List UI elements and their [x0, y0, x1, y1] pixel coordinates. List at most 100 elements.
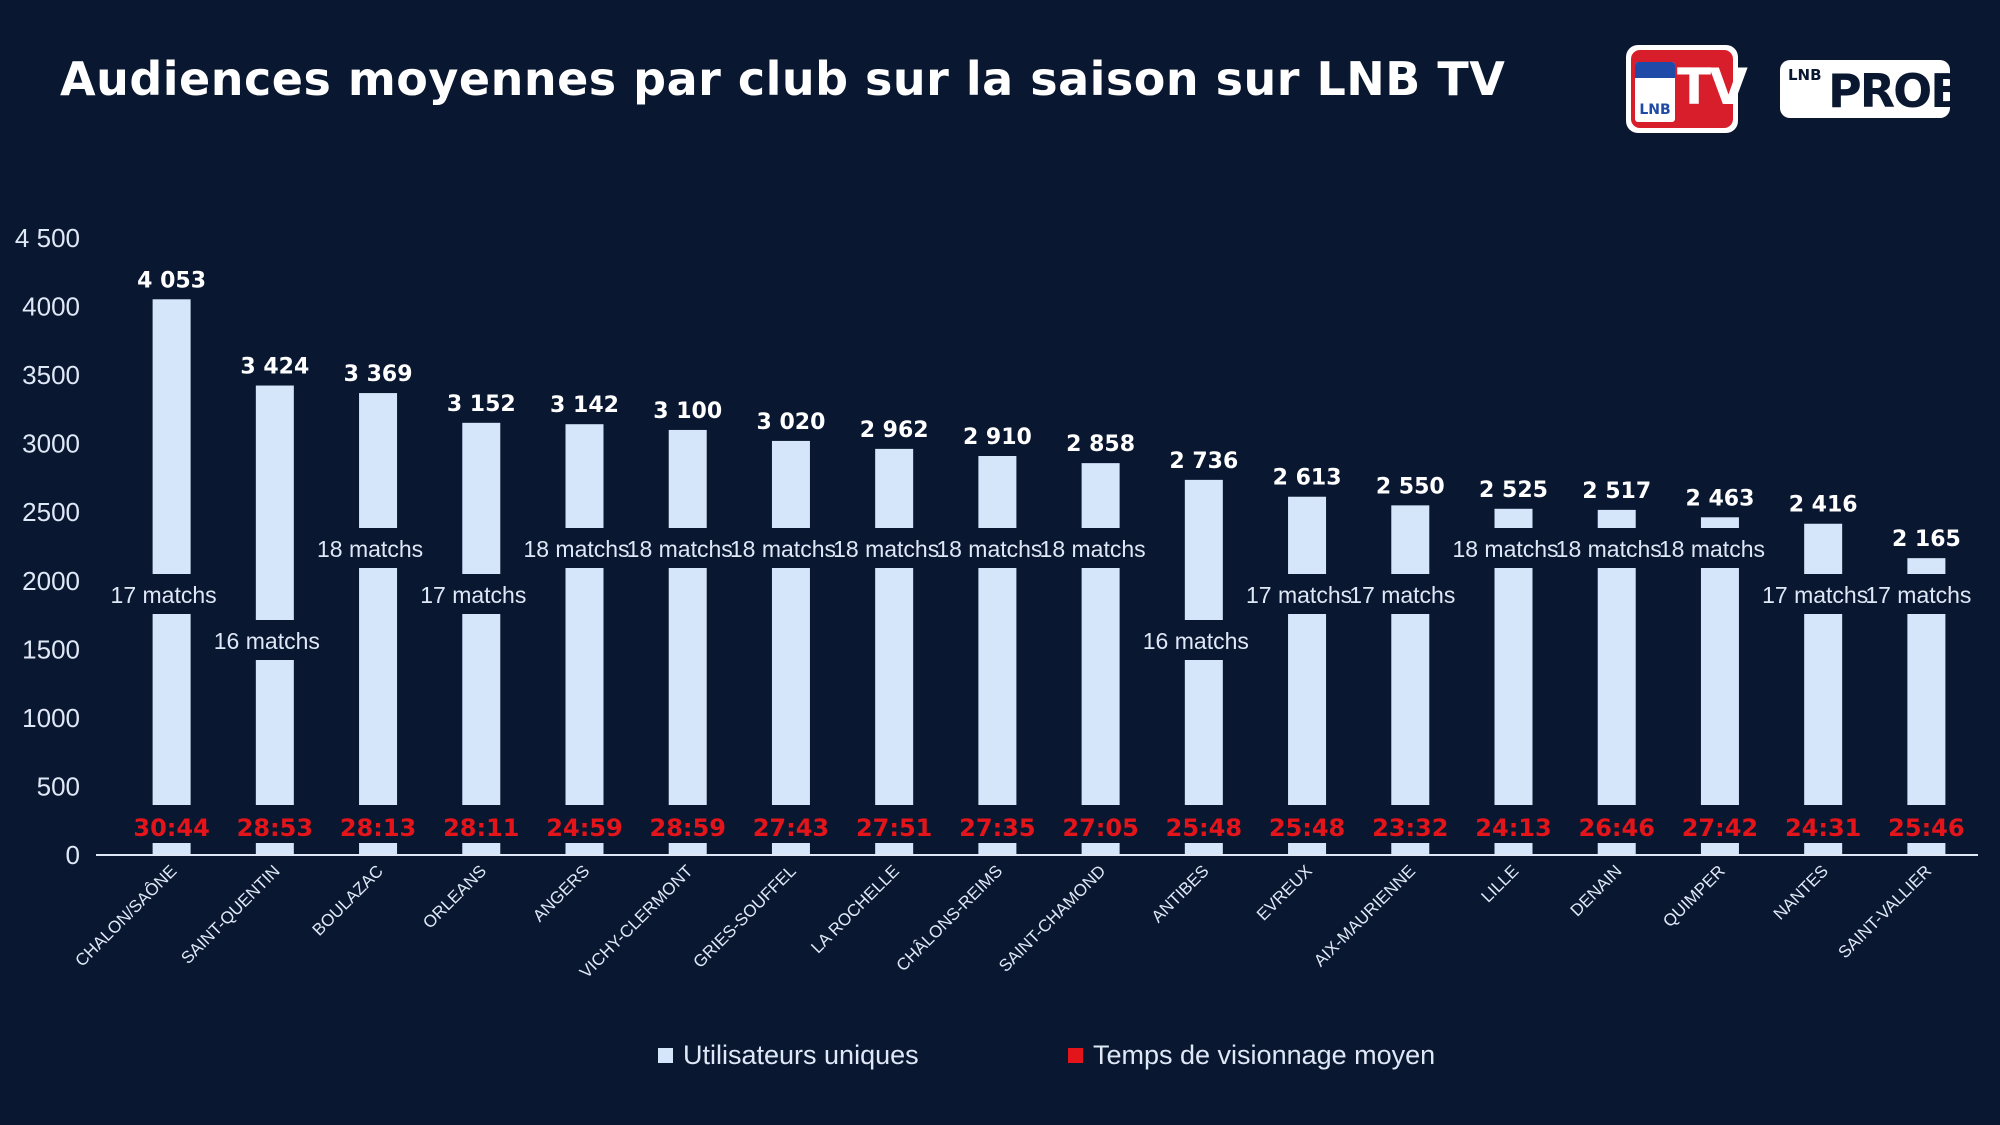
matches-label: 16 matchs — [214, 628, 320, 654]
lnb-prob-logo: LNB PROB — [1780, 60, 1965, 118]
time-label: 28:59 — [650, 814, 726, 842]
bar-gap — [1182, 620, 1225, 660]
value-label: 2 910 — [963, 425, 1032, 450]
bar — [462, 422, 501, 855]
category-label: SAINT-VALLIER — [1834, 861, 1935, 962]
bar — [668, 429, 707, 855]
value-label: 2 550 — [1376, 474, 1445, 499]
value-label: 2 962 — [860, 418, 929, 443]
time-label: 27:35 — [959, 814, 1035, 842]
tv-text: TV — [1677, 58, 1748, 116]
matches-label: 17 matchs — [1246, 582, 1352, 608]
value-label: 2 525 — [1479, 478, 1548, 503]
value-label: 3 142 — [550, 393, 619, 418]
bar-gap-time — [1595, 805, 1638, 843]
bar-gap — [150, 574, 193, 614]
value-label: 2 858 — [1066, 432, 1135, 457]
legend-item-users: Utilisateurs uniques — [658, 1040, 919, 1071]
prob-lnb-text: LNB — [1788, 66, 1822, 84]
value-label: 3 369 — [344, 362, 413, 387]
bar-gap — [873, 528, 916, 568]
bar-gap-time — [1905, 805, 1948, 843]
value-label: 3 424 — [240, 355, 309, 380]
bar — [978, 456, 1017, 855]
bar — [359, 393, 398, 855]
legend-swatch-users — [658, 1048, 673, 1063]
lnb-tv-logo-box: LNB TV — [1631, 50, 1748, 128]
value-label: 2 517 — [1582, 479, 1651, 504]
bar-gap-time — [976, 805, 1019, 843]
category-label: SAINT-CHAMOND — [995, 861, 1109, 975]
bar-gap-time — [357, 805, 400, 843]
bar-gap — [253, 620, 296, 660]
category-label: AIX-MAURIENNE — [1310, 861, 1419, 970]
bar-gap — [1286, 574, 1329, 614]
bar-gap — [357, 528, 400, 568]
y-tick-label: 2500 — [22, 497, 80, 527]
lnb-badge-text: LNB — [1639, 102, 1671, 118]
matches-label: 17 matchs — [420, 582, 526, 608]
value-label: 3 152 — [447, 392, 516, 417]
matches-label: 17 matchs — [1349, 582, 1455, 608]
bar-gap-time — [1182, 805, 1225, 843]
category-label: GRIES-SOUFFEL — [689, 861, 799, 971]
time-label: 24:31 — [1785, 814, 1861, 842]
bar-gap — [666, 528, 709, 568]
category-label: ANGERS — [529, 861, 593, 925]
bar — [1391, 505, 1430, 855]
time-label: 24:59 — [546, 814, 622, 842]
y-tick-label: 1500 — [22, 634, 80, 664]
value-label: 4 053 — [137, 268, 206, 293]
value-label: 3 100 — [653, 399, 722, 424]
y-tick-label: 4 500 — [15, 223, 80, 253]
legend-label-users: Utilisateurs uniques — [683, 1040, 919, 1070]
matches-label: 16 matchs — [1143, 628, 1249, 654]
time-label: 25:46 — [1888, 814, 1964, 842]
bar-gap-time — [1802, 805, 1845, 843]
category-label: SAINT-QUENTIN — [177, 861, 283, 967]
time-label: 28:13 — [340, 814, 416, 842]
time-label: 27:43 — [753, 814, 829, 842]
y-tick-label: 3000 — [22, 429, 80, 459]
category-label: NANTES — [1770, 861, 1832, 923]
lnb-badge-band — [1635, 62, 1675, 78]
value-label: 2 736 — [1169, 449, 1238, 474]
time-label: 25:48 — [1269, 814, 1345, 842]
time-label: 30:44 — [133, 814, 209, 842]
bar-gap — [1389, 574, 1432, 614]
matches-label: 17 matchs — [1762, 582, 1868, 608]
bar — [1184, 479, 1223, 855]
time-label: 27:51 — [856, 814, 932, 842]
lnb-badge: LNB — [1635, 62, 1675, 122]
bar-gap — [1802, 574, 1845, 614]
bar-gap-time — [769, 805, 812, 843]
matches-label: 17 matchs — [111, 582, 217, 608]
bar-gap-time — [563, 805, 606, 843]
value-label: 2 613 — [1273, 466, 1342, 491]
category-label: BOULAZAC — [309, 861, 387, 939]
bar-gap-time — [1079, 805, 1122, 843]
value-label: 3 020 — [756, 410, 825, 435]
bar-gap — [1698, 528, 1741, 568]
prob-text: PROB — [1828, 64, 1965, 118]
time-label: 23:32 — [1372, 814, 1448, 842]
matches-label: 17 matchs — [1865, 582, 1971, 608]
time-label: 27:42 — [1682, 814, 1758, 842]
category-label: LA ROCHELLE — [807, 861, 903, 957]
time-label: 24:13 — [1475, 814, 1551, 842]
time-label: 28:53 — [237, 814, 313, 842]
time-label: 28:11 — [443, 814, 519, 842]
bar-gap — [1595, 528, 1638, 568]
bar — [1288, 496, 1327, 855]
category-label: CHÂLONS-REIMS — [893, 861, 1007, 975]
bar-gap-time — [1698, 805, 1741, 843]
bar-gap — [1905, 574, 1948, 614]
matches-label: 18 matchs — [1452, 536, 1558, 562]
y-tick-label: 1000 — [22, 703, 80, 733]
matches-label: 18 matchs — [1659, 536, 1765, 562]
matches-label: 18 matchs — [523, 536, 629, 562]
y-tick-label: 2000 — [22, 566, 80, 596]
bar-gap-time — [666, 805, 709, 843]
bar-gap-time — [253, 805, 296, 843]
